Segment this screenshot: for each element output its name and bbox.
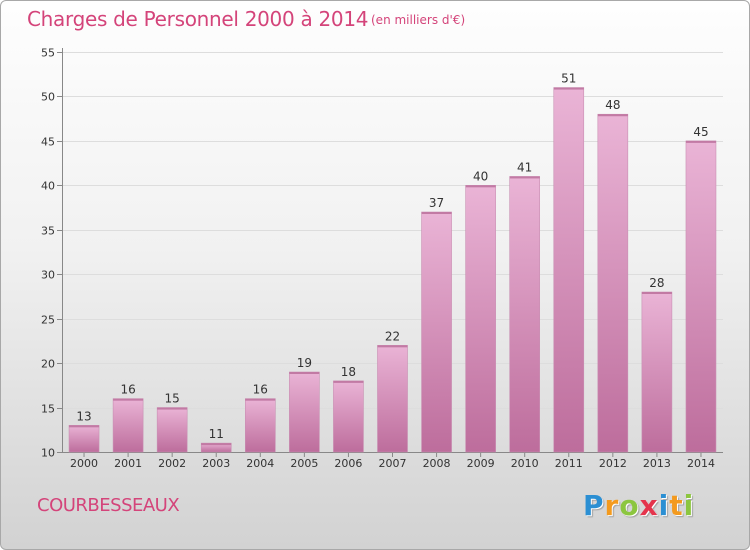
data-label: 41: [517, 160, 532, 174]
bar-cap: [289, 372, 320, 374]
chart-subtitle: (en milliers d'€): [371, 13, 466, 27]
y-tick-labels: 10 15 20 25 30 35 40 45 50 55: [41, 47, 55, 460]
y-tick-label: 55: [41, 47, 55, 60]
y-tick-label: 50: [41, 91, 55, 104]
logo-letter: i: [683, 489, 695, 522]
x-tick-label: 2002: [158, 457, 186, 470]
data-label: 11: [209, 427, 224, 441]
x-tick-label: 2005: [290, 457, 318, 470]
y-tick-label: 35: [41, 225, 55, 238]
bar-cap: [421, 212, 452, 214]
bar-cap: [157, 407, 188, 410]
bar-cap: [465, 185, 496, 188]
bar: [377, 345, 408, 453]
axes: [57, 48, 723, 457]
x-tick-label: 2000: [70, 457, 98, 470]
data-label: 40: [473, 169, 488, 183]
commune-name: COURBESSEAUX: [37, 495, 180, 516]
bar: [112, 398, 144, 453]
y-tick-label: 45: [41, 136, 55, 149]
bar: [553, 87, 585, 453]
x-tick-label: 2010: [511, 457, 539, 470]
x-tick-label: 2001: [114, 457, 142, 470]
bar-cap: [641, 292, 672, 294]
x-tick-labels: 2000 2001 2002 2003 2004 2005 2006 2007 2008 2009…: [70, 457, 715, 470]
bars: [68, 87, 717, 453]
bar-cap: [201, 443, 232, 446]
y-tick-label: 15: [41, 403, 55, 416]
x-tick-label: 2011: [555, 457, 583, 470]
bar-cap: [553, 87, 584, 90]
proxiti-logo: Proxiti: [583, 489, 694, 522]
logo-letter: x: [639, 489, 659, 522]
bar: [245, 398, 276, 453]
logo-letter: o: [619, 489, 640, 522]
data-label: 19: [297, 356, 312, 370]
bar-cap: [113, 398, 144, 401]
x-tick-label: 2004: [246, 457, 274, 470]
bar: [421, 211, 452, 453]
x-tick-label: 2008: [423, 457, 451, 470]
bar: [685, 140, 717, 453]
bar: [641, 291, 673, 453]
data-label: 45: [693, 125, 708, 139]
data-label: 15: [165, 392, 180, 406]
logo-letter: t: [669, 489, 684, 522]
bar-cap: [377, 345, 408, 348]
data-label: 13: [76, 409, 91, 423]
chart-title: Charges de Personnel 2000 à 2014: [27, 7, 369, 31]
bar: [156, 407, 188, 453]
logo-letter: r: [604, 489, 620, 522]
data-label: 37: [429, 196, 444, 210]
y-tick-label: 30: [41, 269, 55, 282]
bar: [68, 425, 100, 453]
data-label: 28: [649, 276, 664, 290]
bar-cap: [333, 380, 364, 383]
data-label: 18: [341, 365, 356, 379]
data-label: 22: [385, 329, 400, 343]
bar-cap: [69, 425, 100, 428]
bar: [289, 371, 320, 453]
data-label: 16: [120, 383, 135, 397]
x-tick-label: 2012: [599, 457, 627, 470]
y-tick-label: 20: [41, 358, 55, 371]
x-tick-label: 2013: [643, 457, 671, 470]
bar: [597, 113, 629, 453]
data-label: 48: [605, 98, 620, 112]
x-tick-label: 2007: [379, 457, 407, 470]
data-label: 16: [253, 383, 268, 397]
logo-letter: P: [583, 489, 605, 522]
bar-cap: [685, 140, 716, 143]
bar-cap: [509, 176, 540, 179]
x-tick-label: 2014: [687, 457, 715, 470]
bar: [509, 176, 541, 453]
y-tick-label: 40: [41, 180, 55, 193]
bar-cap: [245, 398, 276, 401]
y-tick-label: 10: [41, 447, 55, 460]
data-label: 51: [561, 72, 576, 86]
x-tick-label: 2009: [467, 457, 495, 470]
data-labels: 13 16 15 11 16 19 18 22 37 40 41 51 48 28 45: [76, 72, 708, 442]
bar-cap: [597, 114, 628, 117]
bar: [465, 185, 496, 453]
logo-letter: i: [658, 489, 670, 522]
bar: [333, 380, 364, 453]
x-tick-label: 2006: [334, 457, 362, 470]
x-tick-label: 2003: [202, 457, 230, 470]
y-tick-label: 25: [41, 314, 55, 327]
